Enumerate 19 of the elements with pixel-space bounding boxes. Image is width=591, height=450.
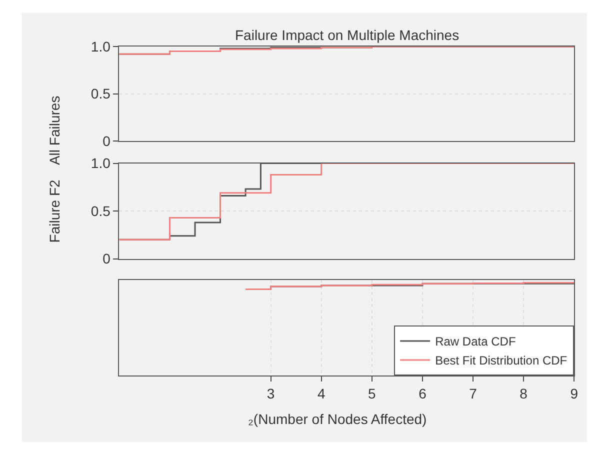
y-tick-label: 0 bbox=[102, 250, 111, 267]
y-tick-label: 1.0 bbox=[90, 155, 111, 172]
x-tick-label: 9 bbox=[570, 385, 578, 402]
chart-title: Failure Impact on Multiple Machines bbox=[235, 27, 460, 43]
y-axis-title: All Failures bbox=[46, 96, 62, 166]
x-tick-label: 7 bbox=[469, 385, 478, 402]
x-tick-label: 6 bbox=[418, 385, 427, 402]
x-tick-label: 4 bbox=[317, 385, 326, 402]
y-tick-label: 1.0 bbox=[90, 38, 111, 54]
y-tick-label: 0.5 bbox=[90, 86, 111, 102]
x-tick-label: 8 bbox=[520, 385, 528, 402]
y-tick-label: 0.5 bbox=[90, 202, 111, 219]
legend-label: Raw Data CDF bbox=[435, 334, 516, 349]
legend-label: Best Fit Distribution CDF bbox=[435, 354, 568, 368]
y-tick-label: 0 bbox=[102, 133, 111, 149]
x-axis-title: ₂(Number of Nodes Affected) bbox=[248, 411, 427, 427]
x-tick-label: 3 bbox=[266, 385, 275, 402]
x-tick-label: 5 bbox=[368, 385, 376, 402]
y-axis-title: Failure F2 bbox=[46, 179, 63, 243]
